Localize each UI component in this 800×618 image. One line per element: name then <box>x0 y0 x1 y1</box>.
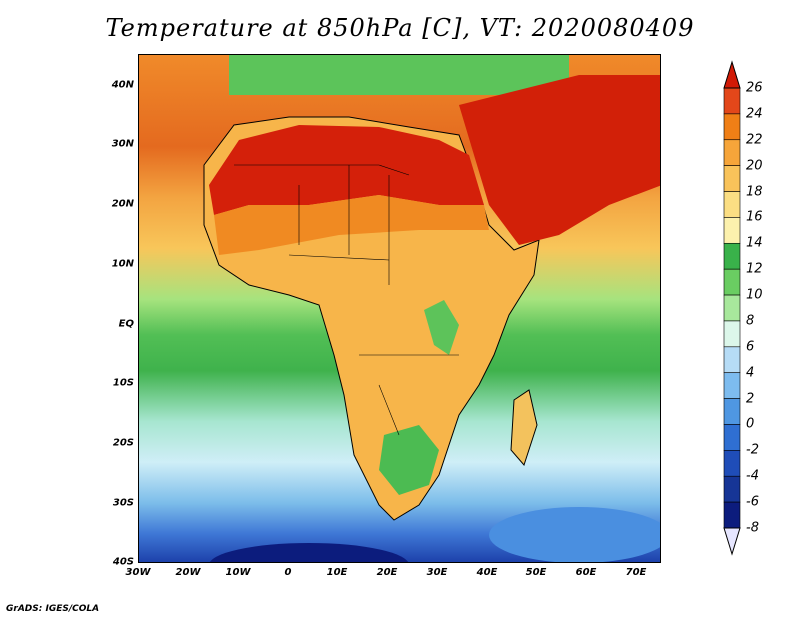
lon-label-10e: 10E <box>326 567 348 578</box>
lat-label-20s: 20S <box>112 437 134 449</box>
colorbar-box <box>723 268 741 296</box>
sahara-hot-region <box>209 125 484 215</box>
colorbar-box <box>723 139 741 166</box>
southern-cold-pool <box>209 543 409 562</box>
colorbar-box <box>723 320 741 348</box>
colorbar-box <box>723 217 741 244</box>
lat-label-10n: 10N <box>111 258 134 270</box>
colorbar-box <box>723 475 741 503</box>
lon-label-50e: 50E <box>525 567 547 578</box>
lon-label-30e: 30E <box>426 567 448 578</box>
lat-label-20n: 20N <box>111 198 134 210</box>
colorbar-label: 20 <box>746 158 763 174</box>
colorbar-label: 22 <box>746 132 763 148</box>
country-borders <box>234 164 459 436</box>
colorbar-label: 26 <box>746 80 763 96</box>
colorbar-box <box>723 398 741 425</box>
colorbar-box <box>723 424 741 451</box>
colorbar-bottom-arrow <box>723 527 741 556</box>
colorbar-label: -8 <box>746 520 759 536</box>
southern-cool-pool <box>489 507 660 562</box>
colorbar-label: 2 <box>746 391 755 407</box>
sahel-band <box>214 195 489 255</box>
lon-label-20w: 20W <box>175 567 201 578</box>
lon-label-60e: 60E <box>575 567 597 578</box>
colorbar-box <box>723 501 741 529</box>
map-plot-area <box>138 54 661 563</box>
colorbar-label: -6 <box>746 494 759 510</box>
lat-label-30n: 30N <box>111 138 134 150</box>
colorbar-label: 14 <box>746 235 763 251</box>
lat-label-eq: EQ <box>118 318 134 330</box>
colorbar-top-arrow <box>723 60 741 89</box>
colorbar <box>723 60 741 556</box>
europe-band <box>229 55 569 95</box>
colorbar-box <box>723 372 741 399</box>
colorbar-box <box>723 294 741 322</box>
lon-label-20e: 20E <box>376 567 398 578</box>
colorbar-label: -4 <box>746 468 759 484</box>
colorbar-box <box>723 191 741 218</box>
colorbar-box <box>723 450 741 477</box>
lon-label-30w: 30W <box>125 567 151 578</box>
colorbar-box <box>723 87 741 115</box>
temperature-map <box>139 55 660 562</box>
colorbar-label: 8 <box>746 313 755 329</box>
colorbar-box <box>723 346 741 374</box>
colorbar-box <box>723 242 741 270</box>
colorbar-label: 6 <box>746 339 755 355</box>
lat-label-40n: 40N <box>111 79 134 91</box>
colorbar-label: 16 <box>746 209 763 225</box>
lake-region-green <box>424 300 459 355</box>
madagascar <box>510 389 538 466</box>
colorbar-label: 0 <box>746 416 755 432</box>
lat-label-30s: 30S <box>112 497 134 509</box>
lon-label-40e: 40E <box>476 567 498 578</box>
credit-text: GrADS: IGES/COLA <box>6 604 100 614</box>
lon-label-10w: 10W <box>225 567 251 578</box>
colorbar-label: 12 <box>746 261 763 277</box>
colorbar-label: 10 <box>746 287 763 303</box>
southern-africa-green <box>379 425 439 495</box>
lat-label-40s: 40S <box>112 556 134 568</box>
colorbar-label: 4 <box>746 365 755 381</box>
arabia-hot-region <box>459 75 660 245</box>
colorbar-label: 24 <box>746 106 763 122</box>
colorbar-label: -2 <box>746 442 759 458</box>
colorbar-box <box>723 113 741 141</box>
lat-label-10s: 10S <box>112 377 134 389</box>
colorbar-label: 18 <box>746 184 763 200</box>
colorbar-box <box>723 165 741 192</box>
lon-label-0: 0 <box>284 567 292 578</box>
lon-label-70e: 70E <box>625 567 647 578</box>
map-title: Temperature at 850hPa [C], VT: 202008040… <box>105 14 695 42</box>
